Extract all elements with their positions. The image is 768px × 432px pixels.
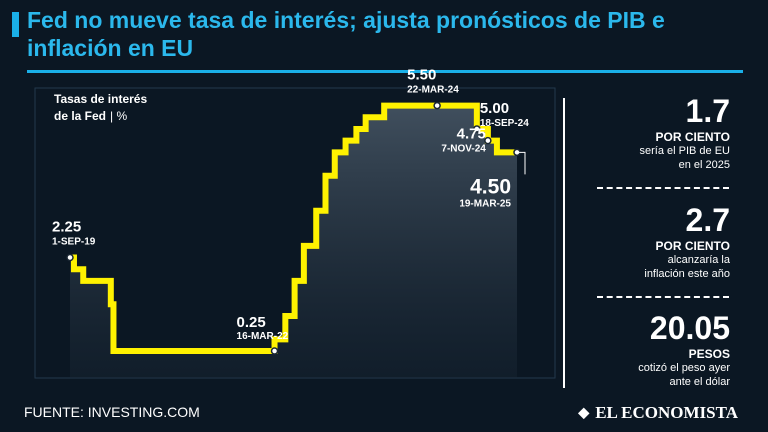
- rate-line: [70, 102, 517, 354]
- title-accent-bar: [12, 12, 19, 37]
- annotation-marker: [270, 347, 279, 355]
- annotation-value: 0.25: [237, 314, 266, 331]
- chart-unit: | %: [110, 109, 127, 123]
- title-rule: [27, 70, 743, 73]
- page-title: Fed no mueve tasa de interés; ajusta pro…: [27, 7, 665, 61]
- stat-inflation-unit: POR CIENTO: [655, 239, 730, 253]
- stat-gdp-desc1: sería el PIB de EU: [639, 145, 731, 157]
- stat-peso: 20.05 PESOS cotizó el peso ayer ante el …: [638, 312, 730, 389]
- annotation-marker: [473, 125, 481, 133]
- stat-inflation-desc2: inflación este año: [644, 268, 730, 280]
- stat-inflation-desc1: alcanzaría la: [667, 254, 730, 266]
- annotation-value: 4.50: [470, 175, 511, 198]
- annotation-value: 2.25: [52, 219, 81, 236]
- annotation-marker: [433, 101, 441, 110]
- stat-separator: [597, 187, 729, 189]
- rate-area: [70, 105, 517, 378]
- annotation-date: 16-MAR-22: [237, 331, 289, 342]
- annotation-leader-line: [517, 151, 526, 175]
- annotation-value: 4.75: [457, 126, 486, 143]
- stat-peso-desc1: cotizó el peso ayer: [638, 362, 730, 374]
- annotation-marker: [484, 136, 492, 145]
- logo-diamond-icon: ◆: [578, 405, 590, 421]
- chart-title-line1: Tasas de interés: [54, 92, 147, 106]
- stat-inflation: 2.7 POR CIENTO alcanzaría la inflación e…: [644, 204, 730, 281]
- annotation-date: 18-SEP-24: [480, 118, 529, 129]
- stat-separator: [597, 296, 729, 298]
- stats-divider: [563, 98, 565, 388]
- source-note: FUENTE: INVESTING.COM: [24, 404, 200, 420]
- stat-peso-desc2: ante el dólar: [669, 376, 730, 388]
- svg-text:de la Fed| %: de la Fed | %: [54, 109, 127, 123]
- annotation-date: 1-SEP-19: [52, 237, 96, 248]
- stat-gdp-unit: POR CIENTO: [655, 130, 730, 144]
- stat-gdp-number: 1.7: [685, 93, 730, 129]
- stat-peso-unit: PESOS: [688, 347, 730, 361]
- annotation-date: 7-NOV-24: [441, 144, 486, 155]
- annotation-date: 19-MAR-25: [459, 198, 511, 209]
- stat-gdp: 1.7 POR CIENTO sería el PIB de EU en el …: [640, 95, 731, 172]
- stat-peso-number: 20.05: [649, 310, 730, 346]
- annotation-date: 22-MAR-24: [407, 85, 459, 96]
- publisher-logo: ◆ EL ECONOMISTA: [578, 403, 738, 423]
- annotation-marker: [66, 253, 74, 262]
- annotation-value: 5.50: [407, 67, 436, 84]
- stat-inflation-number: 2.7: [685, 202, 730, 238]
- annotation-value: 5.00: [480, 100, 509, 117]
- logo-text: EL ECONOMISTA: [595, 403, 738, 422]
- chart-title-line2: de la Fed: [54, 109, 106, 123]
- stat-gdp-desc2: en el 2025: [678, 159, 730, 171]
